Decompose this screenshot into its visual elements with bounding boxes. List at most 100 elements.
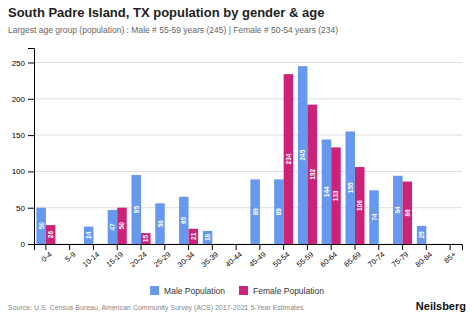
x-tick-label: 85+ — [442, 249, 458, 264]
bar — [331, 147, 341, 244]
x-tick-mark — [45, 244, 46, 250]
y-tick-label: 50 — [16, 204, 25, 213]
x-tick: 35-39 — [200, 244, 220, 269]
x-tick: 25-29 — [152, 244, 172, 269]
brand: Neilsberg — [416, 300, 466, 312]
bar — [345, 131, 355, 244]
x-tick-label: 25-29 — [152, 250, 172, 269]
chart: South Padre Island, TX population by gen… — [0, 0, 474, 316]
x-tick-label: 45-49 — [247, 250, 267, 269]
y-tick: 200 — [12, 95, 34, 104]
bar — [284, 74, 294, 244]
data-label: 144 — [323, 186, 330, 197]
y-tick-mark — [28, 63, 34, 64]
y-tick-mark — [28, 244, 34, 245]
x-tick-mark — [426, 244, 427, 250]
x-tick-label: 65-69 — [342, 250, 362, 269]
data-label: 133 — [332, 190, 339, 201]
x-tick-label: 60-64 — [318, 250, 338, 269]
bar — [131, 175, 141, 244]
bar — [369, 190, 379, 244]
x-tick-mark — [355, 244, 356, 250]
y-axis: 050100150200250 — [12, 49, 35, 250]
bar — [322, 139, 332, 244]
x-tick-mark — [164, 244, 165, 250]
y-tick-label: 0 — [21, 240, 26, 249]
bar — [379, 244, 389, 245]
data-label: 106 — [356, 200, 363, 211]
y-tick-label: 100 — [12, 167, 26, 176]
x-tick-label: 75-79 — [390, 250, 410, 269]
bar — [236, 244, 246, 245]
data-label: 74 — [371, 213, 378, 221]
bar — [93, 244, 103, 245]
x-tick-mark — [331, 244, 332, 250]
data-label: 15 — [142, 235, 149, 243]
x-tick-label: 50-54 — [271, 250, 291, 269]
data-label: 56 — [157, 220, 164, 228]
bar — [441, 244, 451, 245]
data-label: 234 — [285, 153, 292, 164]
y-tick-mark — [28, 171, 34, 172]
bar — [298, 66, 308, 244]
data-label: 26 — [47, 231, 54, 239]
data-label: 245 — [299, 149, 306, 160]
plot: 5024479556651889892451441557494252650152… — [12, 49, 463, 270]
x-tick: 30-34 — [176, 244, 196, 269]
data-label: 50 — [118, 222, 125, 230]
bar — [355, 167, 365, 244]
title: South Padre Island, TX population by gen… — [8, 5, 324, 20]
x-axis: 0-45-910-1415-1920-2425-2930-3435-3940-4… — [35, 244, 463, 269]
bar — [260, 244, 270, 245]
bar — [36, 208, 46, 244]
x-tick: 10-14 — [81, 244, 101, 269]
grid — [34, 63, 462, 244]
x-tick-label: 40-44 — [223, 250, 243, 269]
y-tick-mark — [28, 135, 34, 136]
data-label: 155 — [347, 182, 354, 193]
legend-item: Female Population — [239, 286, 324, 296]
legend: Male Population Female Population — [150, 286, 324, 296]
x-tick-mark — [69, 244, 70, 250]
x-tick-mark — [378, 244, 379, 250]
x-tick: 60-64 — [318, 244, 338, 269]
bar-series — [36, 66, 426, 244]
y-tick-label: 200 — [12, 95, 26, 104]
y-tick: 50 — [16, 204, 34, 213]
legend-item: Male Population — [150, 286, 225, 296]
y-tick-label: 150 — [12, 131, 26, 140]
bar — [70, 244, 80, 245]
data-label: 89 — [252, 208, 259, 216]
y-tick-mark — [28, 208, 34, 209]
x-tick: 15-19 — [104, 244, 124, 269]
x-tick-label: 10-14 — [81, 250, 101, 269]
x-tick: 20-24 — [128, 244, 148, 269]
x-tick: 40-44 — [223, 244, 243, 269]
x-tick-label: 55-59 — [295, 250, 315, 269]
x-tick-label: 70-74 — [366, 250, 386, 269]
bar — [227, 244, 237, 245]
bar — [155, 203, 165, 244]
x-tick: 80-84 — [414, 244, 434, 269]
x-tick: 85+ — [442, 244, 458, 265]
x-tick-label: 0-4 — [40, 250, 54, 264]
bar — [84, 227, 94, 244]
y-axis-line — [28, 49, 35, 245]
x-tick-mark — [283, 244, 284, 250]
bar — [393, 176, 403, 244]
x-tick-label: 80-84 — [414, 250, 434, 269]
x-tick: 50-54 — [271, 244, 291, 269]
x-tick: 55-59 — [295, 244, 315, 269]
bar — [60, 244, 70, 245]
x-tick-mark — [307, 244, 308, 250]
source-note: Source: U.S. Census Bureau, American Com… — [8, 304, 304, 312]
grid-line — [34, 98, 462, 99]
data-label: 24 — [85, 231, 92, 239]
subtitle: Largest age group (population) : Male # … — [8, 25, 338, 35]
data-label: 50 — [38, 222, 45, 230]
x-tick: 45-49 — [247, 244, 267, 269]
data-label: 95 — [133, 206, 140, 214]
x-tick-label: 30-34 — [176, 250, 196, 269]
data-label: 18 — [204, 233, 211, 241]
data-label: 192 — [309, 169, 316, 180]
